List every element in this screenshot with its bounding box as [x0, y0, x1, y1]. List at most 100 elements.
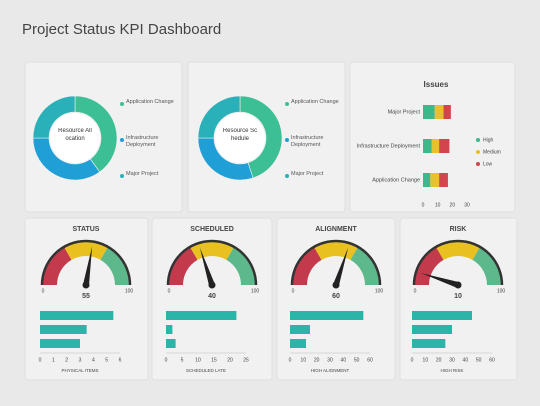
- x-tick-label: 20: [314, 357, 320, 363]
- gauge-title: ALIGNMENT: [315, 226, 357, 233]
- legend-marker: [476, 138, 480, 142]
- x-tick-label: 6: [119, 357, 122, 363]
- gauge-band: [415, 247, 444, 285]
- x-tick-label: 0: [411, 357, 414, 363]
- y-tick-label: Major Project: [388, 109, 421, 115]
- legend-marker: [476, 150, 480, 154]
- bar: [412, 311, 472, 320]
- bar-segment: [443, 105, 451, 119]
- x-tick-label: 5: [105, 357, 108, 363]
- x-tick-label: 4: [92, 357, 95, 363]
- x-tick-label: 2: [65, 357, 68, 363]
- x-tick-label: 60: [489, 357, 495, 363]
- gauge-title: SCHEDULED: [190, 226, 234, 233]
- legend-item: Infrastructure Deployment: [126, 135, 159, 149]
- gauge-hub: [208, 281, 216, 289]
- x-tick-label: 20: [436, 357, 442, 363]
- bar-segment: [423, 105, 435, 119]
- x-tick-label: 0: [165, 357, 168, 363]
- gauge-band: [169, 247, 198, 285]
- gauge-value: 60: [332, 293, 340, 300]
- x-tick-label: 15: [211, 357, 217, 363]
- legend-marker: [285, 102, 289, 106]
- page-title: Project Status KPI Dashboard: [22, 21, 221, 38]
- gauge-band: [314, 242, 358, 260]
- gauge-tick-label: 0: [292, 288, 295, 294]
- gauge-tick-label: 0: [414, 288, 417, 294]
- legend-label: Medium: [483, 149, 501, 155]
- x-tick-label: 25: [243, 357, 249, 363]
- legend-label: Application Change: [291, 99, 339, 105]
- gauge-rim: [412, 239, 504, 286]
- legend-marker: [285, 174, 289, 178]
- gauge-band: [472, 247, 501, 285]
- x-tick-label: 40: [341, 357, 347, 363]
- legend-label: Major Project: [291, 171, 324, 177]
- bar: [40, 325, 87, 334]
- x-tick-label: 20: [450, 202, 456, 208]
- donut-hole: [215, 113, 265, 163]
- x-tick-label: 1: [52, 357, 55, 363]
- gauge-needle: [199, 247, 215, 286]
- donut-slice: [197, 95, 241, 139]
- bar-segment: [434, 105, 444, 119]
- gauge-needle: [420, 272, 459, 288]
- legend-label: Infrastructure Deployment: [126, 135, 159, 149]
- center-label-text: Resource Schedule: [222, 128, 258, 142]
- y-tick-label: Infrastructure Deployment: [357, 143, 421, 149]
- x-axis-label: PHYSICAL ITEMS: [61, 368, 98, 373]
- bar: [40, 339, 80, 348]
- gauge-rim: [166, 239, 258, 286]
- x-tick-label: 60: [367, 357, 373, 363]
- gauge-needle: [333, 247, 349, 286]
- gauge-rim: [40, 239, 132, 286]
- x-tick-label: 20: [227, 357, 233, 363]
- gauge-hub: [454, 281, 462, 289]
- x-tick-label: 3: [79, 357, 82, 363]
- x-tick-label: 10: [195, 357, 201, 363]
- x-tick-label: 50: [476, 357, 482, 363]
- legend-label: Application Change: [126, 99, 174, 105]
- bar: [166, 339, 176, 348]
- legend-label: Infrastructure Deployment: [291, 135, 324, 149]
- legend-item: Application Change: [291, 99, 339, 105]
- x-tick-label: 0: [422, 202, 425, 208]
- bar: [290, 311, 364, 320]
- x-axis-label: SCHEDULED LATE: [186, 368, 226, 373]
- legend-marker: [476, 162, 480, 166]
- gauge-tick-label: 100: [497, 288, 506, 294]
- bar: [412, 325, 452, 334]
- chart-title: Issues: [424, 80, 449, 89]
- center-label-text: Resource Allocation: [58, 128, 92, 142]
- legend-marker: [120, 174, 124, 178]
- gauge-needle: [83, 246, 93, 286]
- donut-hole: [50, 113, 100, 163]
- x-tick-label: 40: [463, 357, 469, 363]
- bar: [290, 339, 306, 348]
- gauge-band: [64, 242, 108, 260]
- x-tick-label: 30: [327, 357, 333, 363]
- bar-segment: [430, 173, 440, 187]
- gauge-value: 55: [82, 293, 90, 300]
- x-tick-label: 10: [301, 357, 307, 363]
- gauge-tick-label: 100: [251, 288, 260, 294]
- x-tick-label: 50: [354, 357, 360, 363]
- legend-marker: [285, 138, 289, 142]
- bar-segment: [431, 139, 440, 153]
- x-tick-label: 10: [423, 357, 429, 363]
- gauge-rim: [290, 239, 382, 286]
- bar-segment: [423, 139, 432, 153]
- gauge-tick-label: 100: [375, 288, 384, 294]
- x-axis-label: HIGH ALIGNMENT: [311, 368, 350, 373]
- gauge-title: STATUS: [73, 226, 100, 233]
- gauge-value: 10: [454, 293, 462, 300]
- x-tick-label: 0: [39, 357, 42, 363]
- bar-segment: [423, 173, 431, 187]
- bar-segment: [439, 173, 448, 187]
- gauge-band: [190, 242, 234, 260]
- legend-marker: [120, 138, 124, 142]
- gauge-title: RISK: [450, 226, 467, 233]
- legend-item: Infrastructure Deployment: [291, 135, 324, 149]
- bar-segment: [439, 139, 450, 153]
